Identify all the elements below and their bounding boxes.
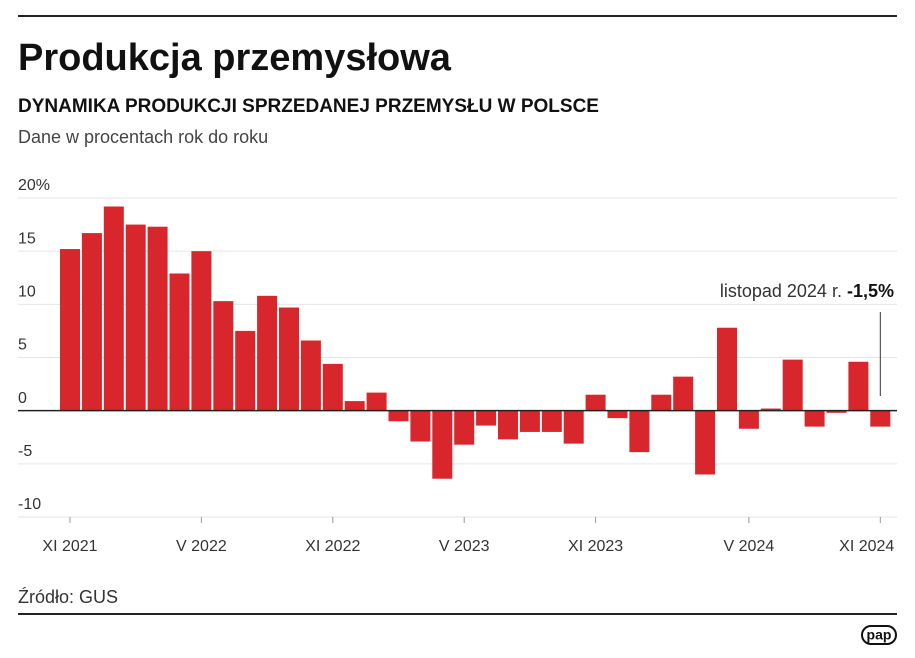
annotation-text: listopad 2024 r. bbox=[720, 281, 842, 301]
y-tick-label: 15 bbox=[18, 230, 36, 247]
bar bbox=[169, 273, 190, 411]
y-tick-label: 20% bbox=[18, 177, 50, 194]
y-tick-label: -10 bbox=[18, 496, 41, 513]
bar bbox=[213, 301, 234, 411]
x-tick-label: XI 2022 bbox=[305, 538, 360, 555]
chart-note: Dane w procentach rok do roku bbox=[18, 127, 268, 147]
y-tick-label: 0 bbox=[18, 390, 27, 407]
bar bbox=[81, 233, 102, 411]
bar bbox=[125, 224, 146, 411]
bar bbox=[257, 295, 278, 411]
x-tick-label: XI 2023 bbox=[568, 538, 623, 555]
bar bbox=[519, 410, 540, 432]
x-tick-label: V 2024 bbox=[724, 538, 775, 555]
bar bbox=[300, 340, 321, 411]
bar bbox=[782, 359, 803, 411]
x-tick-label: V 2022 bbox=[176, 538, 227, 555]
bar bbox=[498, 410, 518, 440]
bar bbox=[476, 410, 497, 426]
x-tick-label: XI 2021 bbox=[42, 538, 97, 555]
bar bbox=[191, 251, 212, 411]
bar bbox=[235, 330, 256, 411]
logo-frame bbox=[861, 625, 897, 645]
chart-title: Produkcja przemysłowa bbox=[18, 37, 452, 79]
bar bbox=[804, 410, 825, 427]
bar bbox=[279, 307, 299, 411]
y-tick-label: 5 bbox=[18, 337, 27, 354]
bar bbox=[695, 410, 716, 475]
bar bbox=[432, 410, 453, 479]
bar bbox=[454, 410, 475, 445]
annotation-value: -1,5% bbox=[847, 281, 894, 301]
bar bbox=[651, 394, 672, 411]
annotation: listopad 2024 r. -1,5% bbox=[720, 281, 894, 301]
bar bbox=[60, 249, 80, 411]
bar bbox=[826, 410, 847, 413]
bar bbox=[563, 410, 584, 444]
source: Źródło: GUS bbox=[18, 587, 118, 607]
y-tick-label: -5 bbox=[18, 443, 32, 460]
chart-subtitle: DYNAMIKA PRODUKCJI SPRZEDANEJ PRZEMYSŁU … bbox=[18, 96, 599, 117]
bar bbox=[410, 410, 431, 442]
bar bbox=[388, 410, 409, 422]
bar bbox=[585, 394, 606, 411]
logo: pap bbox=[867, 627, 892, 643]
y-tick-label: 10 bbox=[18, 284, 36, 301]
bar bbox=[629, 410, 650, 453]
bar bbox=[738, 410, 759, 429]
x-tick-label: XI 2024 bbox=[839, 538, 894, 555]
bar bbox=[848, 361, 869, 411]
bar bbox=[322, 363, 343, 411]
bar bbox=[366, 392, 387, 411]
bar bbox=[147, 226, 168, 411]
bar bbox=[103, 206, 124, 411]
bar bbox=[541, 410, 562, 432]
bar bbox=[673, 376, 694, 411]
x-tick-label: V 2023 bbox=[439, 538, 490, 555]
bar bbox=[760, 408, 781, 411]
bar bbox=[870, 410, 891, 427]
bar bbox=[717, 327, 737, 411]
bar bbox=[344, 401, 365, 411]
bar bbox=[607, 410, 628, 419]
